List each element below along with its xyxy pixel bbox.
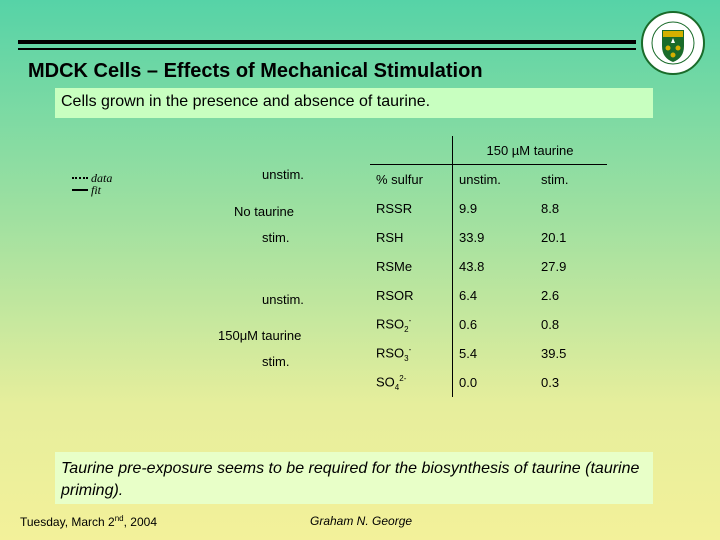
stim-value: 2.6 <box>541 288 560 303</box>
species-cell: RSSR <box>370 194 453 223</box>
species-subscript: 4 <box>394 382 400 392</box>
label-stim-taurine: stim. <box>262 354 290 369</box>
legend-fit-entry: fit <box>72 184 112 196</box>
university-seal-logo <box>641 11 705 75</box>
species-subscript: 3 <box>404 353 409 363</box>
unstim-value: 5.4 <box>452 339 535 368</box>
species-name: RSMe <box>376 259 413 274</box>
table-row: RSO3- 5.4 39.5 <box>370 339 607 368</box>
species-cell: SO42- <box>370 368 453 397</box>
stim-value: 27.9 <box>541 259 567 274</box>
table-group-header-row: 150 µM taurine <box>370 136 607 165</box>
legend-fit-label: fit <box>91 183 102 197</box>
stim-value: 20.1 <box>541 230 567 245</box>
species-cell: RSH <box>370 223 453 252</box>
footer-date-year: , 2004 <box>123 515 157 529</box>
species-superscript: - <box>408 344 412 354</box>
table-row: RSMe 43.8 27.9 <box>370 252 607 281</box>
label-unstim-no-taurine: unstim. <box>262 167 304 182</box>
footer-date-prefix: Tuesday, March 2 <box>20 515 115 529</box>
species-name: RSH <box>376 230 404 245</box>
species-cell: RSO2- <box>370 310 453 339</box>
species-superscript: - <box>408 315 412 325</box>
title-rule-thick <box>18 40 636 44</box>
table-col-header: stim. <box>535 164 607 194</box>
table-col-header: % sulfur <box>370 164 453 194</box>
table-group-header: 150 µM taurine <box>452 136 607 165</box>
species-name: RSSR <box>376 201 413 216</box>
table-row: SO42- 0.0 0.3 <box>370 368 607 397</box>
sulfur-species-table: 150 µM taurine % sulfur unstim. stim. RS… <box>370 136 607 397</box>
table-header-row: % sulfur unstim. stim. <box>370 164 607 194</box>
solid-line-swatch <box>72 189 88 191</box>
species-name: RSOR <box>376 288 414 303</box>
slide-subtitle: Cells grown in the presence and absence … <box>55 88 653 118</box>
footer-date-suffix: nd <box>114 514 124 523</box>
slide-title: MDCK Cells – Effects of Mechanical Stimu… <box>28 60 483 82</box>
unstim-value: 0.0 <box>452 368 535 397</box>
unstim-value: 33.9 <box>452 223 535 252</box>
label-no-taurine: No taurine <box>234 204 294 219</box>
species-name: RSO <box>376 315 405 331</box>
table-row: RSO2- 0.6 0.8 <box>370 310 607 339</box>
species-cell: RSMe <box>370 252 453 281</box>
table-row: RSSR 9.9 8.8 <box>370 194 607 223</box>
species-subscript: 2 <box>404 324 409 334</box>
footer-author: Graham N. George <box>310 514 413 528</box>
species-cell: RSO3- <box>370 339 453 368</box>
table-row: RSOR 6.4 2.6 <box>370 281 607 310</box>
table-row: RSH 33.9 20.1 <box>370 223 607 252</box>
title-rule-thin <box>18 48 636 50</box>
stim-value: 39.5 <box>541 346 567 361</box>
legend: data fit <box>72 172 112 196</box>
legend-data-label: data <box>91 171 113 185</box>
dotted-line-swatch <box>72 177 88 179</box>
stim-value: 0.8 <box>541 317 560 332</box>
stim-value: 8.8 <box>541 201 560 216</box>
species-name: RSO <box>376 344 405 360</box>
unstim-value: 0.6 <box>452 310 535 339</box>
species-superscript: 2- <box>399 373 407 383</box>
label-unstim-taurine: unstim. <box>262 292 304 307</box>
stim-value: 0.3 <box>541 375 560 390</box>
label-stim-no-taurine: stim. <box>262 230 290 245</box>
species-cell: RSOR <box>370 281 453 310</box>
legend-data-entry: data <box>72 172 112 184</box>
table-corner-cell <box>370 136 453 165</box>
conclusion-box: Taurine pre-exposure seems to be require… <box>55 452 653 504</box>
unstim-value: 6.4 <box>452 281 535 310</box>
unstim-value: 9.9 <box>452 194 535 223</box>
table-col-header: unstim. <box>452 164 535 194</box>
unstim-value: 43.8 <box>452 252 535 281</box>
footer-date: Tuesday, March 2nd, 2004 <box>20 514 157 529</box>
species-name: SO <box>376 373 395 389</box>
label-150-taurine: 150μM taurine <box>218 328 302 343</box>
